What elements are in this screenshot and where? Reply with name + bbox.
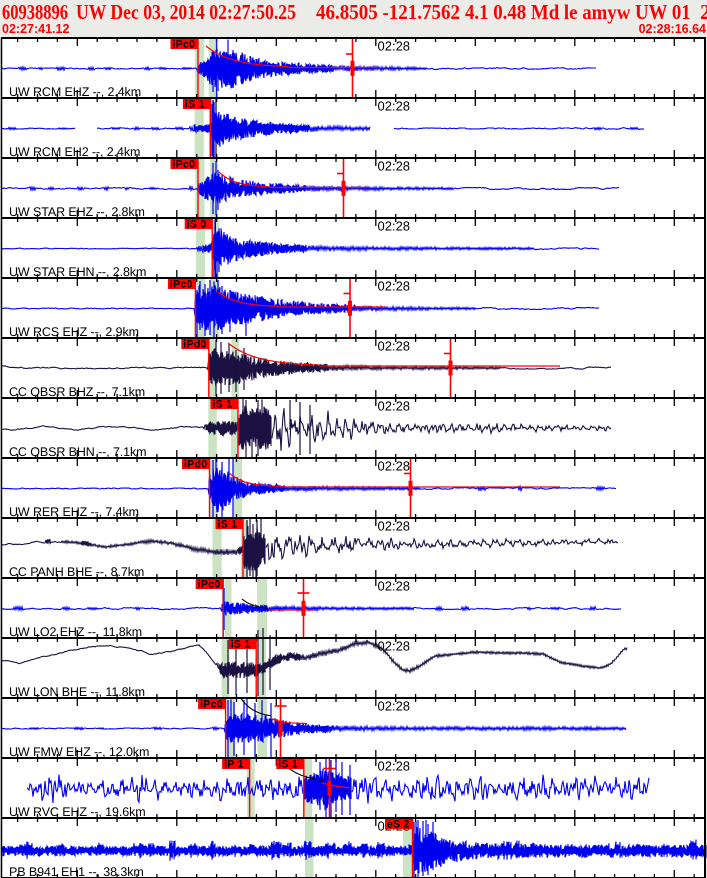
- svg-text:UW RCM EH2 --, 2.4km: UW RCM EH2 --, 2.4km: [9, 145, 140, 159]
- svg-text:CC QBSR BHZ --, 7.1km: CC QBSR BHZ --, 7.1km: [9, 385, 145, 399]
- svg-text:02:28: 02:28: [378, 459, 411, 474]
- svg-text:UW RVC EHZ --, 19.6km: UW RVC EHZ --, 19.6km: [9, 805, 146, 819]
- svg-text:iS 0: iS 0: [187, 219, 207, 231]
- svg-text:02:28: 02:28: [378, 339, 411, 354]
- svg-text:iS 1: iS 1: [218, 519, 238, 531]
- svg-text:02:28: 02:28: [378, 219, 411, 234]
- svg-text:02:28: 02:28: [378, 399, 411, 414]
- svg-text:iS 1: iS 1: [185, 99, 205, 111]
- svg-text:UW FMW EHZ --, 12.0km: UW FMW EHZ --, 12.0km: [9, 745, 149, 759]
- svg-text:iPc0: iPc0: [198, 579, 221, 591]
- svg-text:iPd0: iPd0: [184, 459, 207, 471]
- svg-text:CC QBSR BHN --, 7.1km: CC QBSR BHN --, 7.1km: [9, 445, 147, 459]
- svg-text:UW LON BHE --, 11.8km: UW LON BHE --, 11.8km: [9, 685, 145, 699]
- svg-text:02:28: 02:28: [378, 519, 411, 534]
- svg-text:02:28: 02:28: [378, 699, 411, 714]
- svg-text:02:28: 02:28: [378, 279, 411, 294]
- svg-text:iPc0: iPc0: [170, 279, 193, 291]
- svg-text:02:28: 02:28: [378, 639, 411, 654]
- svg-text:iS 1: iS 1: [278, 759, 298, 771]
- svg-text:iPd0: iPd0: [183, 339, 206, 351]
- svg-text:iS 1: iS 1: [213, 399, 233, 411]
- svg-text:UW RCS EHZ --, 2.9km: UW RCS EHZ --, 2.9km: [9, 325, 139, 339]
- svg-text:UW RER EHZ --, 7.4km: UW RER EHZ --, 7.4km: [9, 505, 139, 519]
- svg-text:iPc0: iPc0: [200, 699, 223, 711]
- svg-text:UW STAR EHZ --, 2.8km: UW STAR EHZ --, 2.8km: [9, 205, 145, 219]
- svg-text:02:28: 02:28: [378, 159, 411, 174]
- svg-text:02:28: 02:28: [378, 579, 411, 594]
- svg-text:02:28: 02:28: [378, 99, 411, 114]
- svg-text:UW RCM EHZ --, 2.4km: UW RCM EHZ --, 2.4km: [9, 85, 141, 99]
- svg-text:PB B941 EH1 --, 38.3km: PB B941 EH1 --, 38.3km: [9, 865, 144, 878]
- svg-text:UW LO2 EHZ --, 11.8km: UW LO2 EHZ --, 11.8km: [9, 625, 142, 639]
- svg-text:iP 1: iP 1: [224, 759, 244, 771]
- svg-text:02:28: 02:28: [378, 39, 411, 54]
- svg-text:iPc0: iPc0: [173, 39, 196, 51]
- svg-text:iS 1: iS 1: [231, 639, 251, 651]
- svg-text:CC PANH BHE --, 8.7km: CC PANH BHE --, 8.7km: [9, 565, 144, 579]
- svg-text:eS 2: eS 2: [387, 819, 410, 831]
- svg-text:iPc0: iPc0: [173, 159, 196, 171]
- svg-text:02:28: 02:28: [378, 759, 411, 774]
- svg-text:UW STAR EHN --, 2.8km: UW STAR EHN --, 2.8km: [9, 265, 146, 279]
